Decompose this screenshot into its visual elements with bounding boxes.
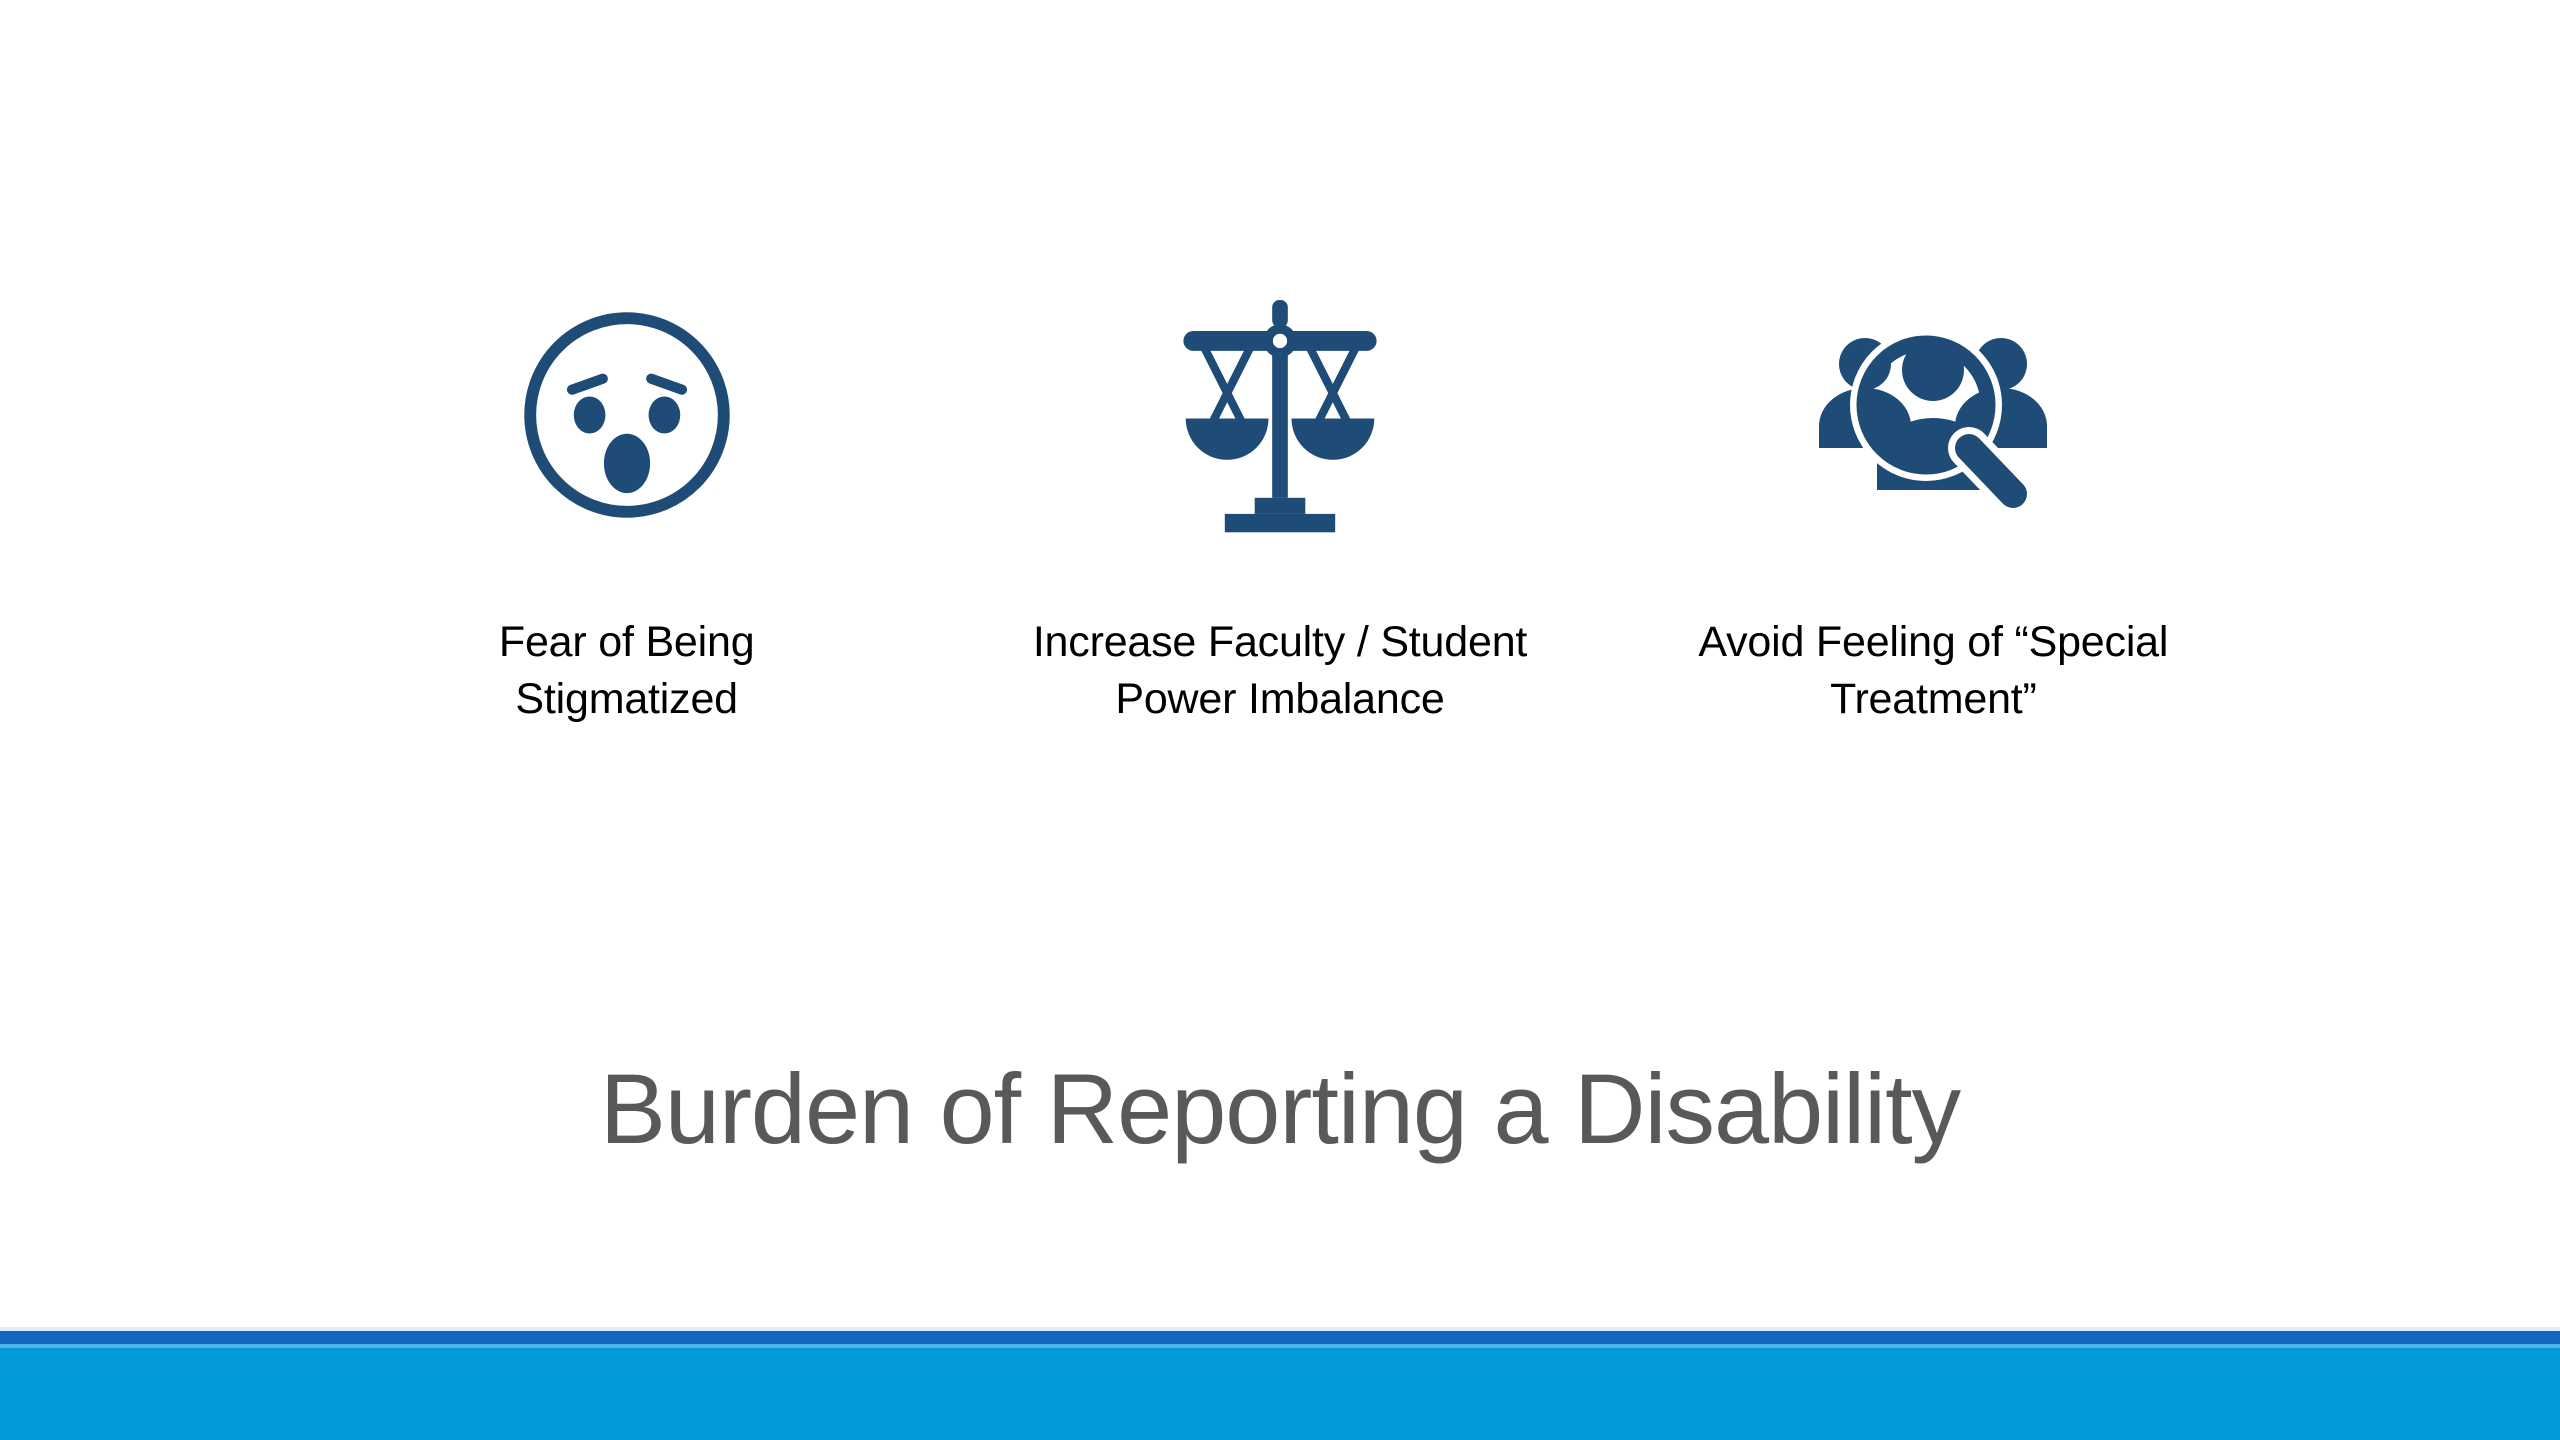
feature-caption-line-2: Power Imbalance — [1115, 675, 1445, 724]
footer-hairline — [0, 1327, 2560, 1331]
footer-dark-bar — [0, 1331, 2560, 1344]
feature-caption-line-1: Increase Faculty / Student — [1032, 618, 1528, 666]
feature-caption: Avoid Feeling of “Special Treatment” — [1613, 614, 2253, 728]
feature-column-special-treatment: Avoid Feeling of “Special Treatment” — [1607, 290, 2260, 728]
feature-caption-line-1: Fear of Being — [498, 618, 755, 666]
feature-column-fear-of-being-stigmatized: Fear of Being Stigmatized — [300, 290, 953, 728]
feature-caption-line-2: Treatment” — [1829, 675, 2037, 724]
footer-light-bar-top-edge — [0, 1344, 2560, 1348]
footer-light-bar — [0, 1344, 2560, 1440]
surprised-face-icon — [497, 290, 757, 540]
feature-row: Fear of Being Stigmatized — [300, 290, 2260, 810]
feature-caption-line-1: Avoid Feeling of “Special — [1698, 618, 2169, 666]
feature-caption-line-2: Stigmatized — [515, 675, 738, 724]
page-title: Burden of Reporting a Disability — [599, 1053, 1961, 1164]
feature-caption: Fear of Being Stigmatized — [307, 614, 947, 728]
feature-column-power-imbalance: Increase Faculty / Student Power Imbalan… — [953, 290, 1606, 728]
people-search-icon — [1803, 290, 2063, 540]
feature-caption: Increase Faculty / Student Power Imbalan… — [960, 614, 1600, 728]
balance-scales-icon — [1150, 290, 1410, 540]
